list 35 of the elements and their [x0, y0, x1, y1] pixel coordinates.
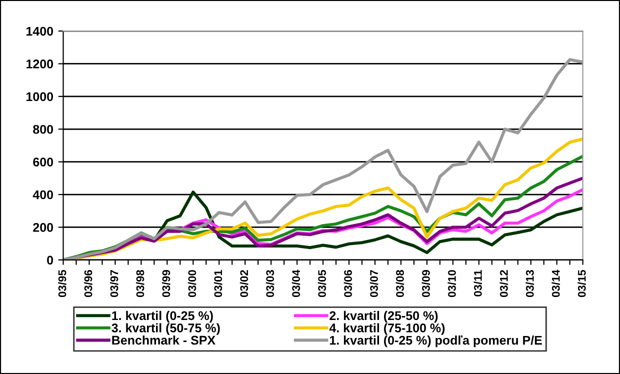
x-tick-label: 03/06 — [344, 270, 352, 298]
y-tick-label: 400 — [32, 190, 54, 200]
x-tick-label: 03/12 — [500, 270, 508, 298]
x-tick-label: 03/04 — [292, 270, 300, 298]
x-tick-label: 03/97 — [110, 270, 118, 298]
x-tick-label: 03/05 — [318, 270, 326, 298]
y-tick-label: 200 — [33, 223, 54, 232]
x-tick-label: 03/95 — [58, 270, 66, 298]
x-tick-label: 03/13 — [526, 270, 534, 298]
x-tick-label: 03/10 — [448, 270, 456, 298]
y-tick-label: 800 — [33, 124, 54, 134]
x-tick-label: 03/08 — [396, 270, 404, 298]
y-tick-label: 1400 — [26, 26, 54, 36]
legend-label: 1. kvartil (0-25 %) podľa pomeru P/E — [330, 335, 542, 348]
legend-label: 2. kvartil (25-50 %) — [330, 310, 438, 323]
y-tick-label: 0 — [47, 256, 54, 265]
y-tick-label: 600 — [33, 158, 54, 166]
legend-label: 1. kvartil (0-25 %) — [112, 310, 213, 323]
x-tick-label: 03/99 — [162, 270, 170, 298]
legend-label: 4. kvartil (75-100 %) — [329, 323, 445, 335]
x-tick-label: 03/11 — [474, 270, 482, 296]
legend-label: 3. kvartil (50-75 %) — [112, 323, 220, 335]
x-tick-label: 03/01 — [214, 270, 222, 298]
y-tick-label: 1000 — [26, 92, 54, 102]
y-tick-label: 1200 — [26, 60, 54, 68]
x-tick-label: 03/14 — [552, 270, 560, 298]
x-tick-label: 03/98 — [136, 270, 144, 298]
x-tick-label: 03/02 — [240, 270, 248, 298]
x-tick-label: 03/09 — [422, 270, 430, 298]
x-tick-label: 03/03 — [266, 270, 274, 298]
x-tick-label: 03/07 — [370, 270, 378, 298]
legend-label: Benchmark - SPX — [112, 335, 216, 345]
x-tick-label: 03/00 — [188, 270, 196, 298]
x-tick-label: 03/96 — [84, 270, 92, 298]
x-tick-label: 03/15 — [578, 270, 586, 298]
